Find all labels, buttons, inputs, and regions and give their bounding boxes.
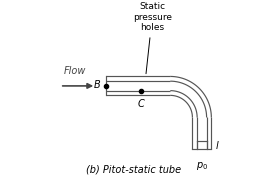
Text: (b) Pitot-static tube: (b) Pitot-static tube [87, 164, 181, 174]
Text: $p_0$: $p_0$ [196, 160, 208, 172]
Text: l: l [215, 141, 218, 151]
Text: Static
pressure
holes: Static pressure holes [133, 2, 172, 74]
Text: Flow: Flow [64, 66, 86, 76]
Text: B: B [94, 80, 101, 90]
Text: C: C [138, 98, 144, 108]
